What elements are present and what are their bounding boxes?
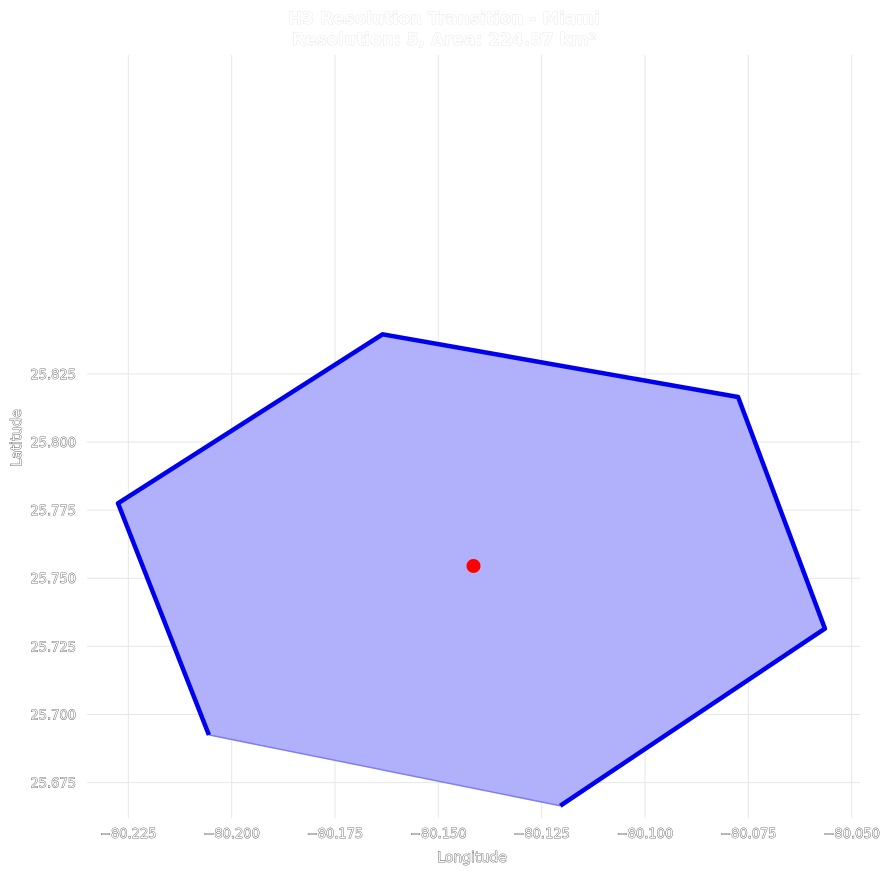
center-point <box>466 558 481 573</box>
y-axis-label: Latitude <box>9 409 25 467</box>
y-tick-label: 25.825 <box>31 368 77 383</box>
y-tick-label: 25.800 <box>31 436 77 451</box>
x-tick-labels: −80.225 −80.200 −80.175 −80.150 −80.125 −80.1… <box>100 827 881 843</box>
y-tick-label: 25.775 <box>31 504 77 519</box>
center-point-layer <box>466 558 481 573</box>
y-tick-label: 25.675 <box>31 777 77 792</box>
hexagon-outline <box>115 332 828 808</box>
y-tick-label: 25.750 <box>31 572 77 587</box>
hexagon-edge-thin <box>208 734 561 807</box>
x-tick-label: −80.200 <box>203 827 259 842</box>
x-tick-label: −80.050 <box>824 827 880 842</box>
y-tick-labels: 25.675 25.700 25.725 25.750 25.775 25.800 25.8… <box>30 367 77 792</box>
y-tick-label: 25.700 <box>31 708 77 723</box>
x-axis-label: Longitude <box>437 850 507 866</box>
chart-subtitle: Resolution: 5, Area: 224.87 km² <box>292 30 596 50</box>
x-tick-label: −80.125 <box>514 827 570 842</box>
chart-title: H3 Resolution Transition - Miami <box>288 9 600 29</box>
y-tick-label: 25.725 <box>31 640 77 655</box>
x-tick-label: −80.150 <box>410 827 466 842</box>
x-tick-label: −80.100 <box>617 827 673 842</box>
x-tick-label: −80.225 <box>100 827 156 842</box>
x-tick-label: −80.075 <box>720 827 776 842</box>
x-tick-label: −80.175 <box>307 827 363 842</box>
